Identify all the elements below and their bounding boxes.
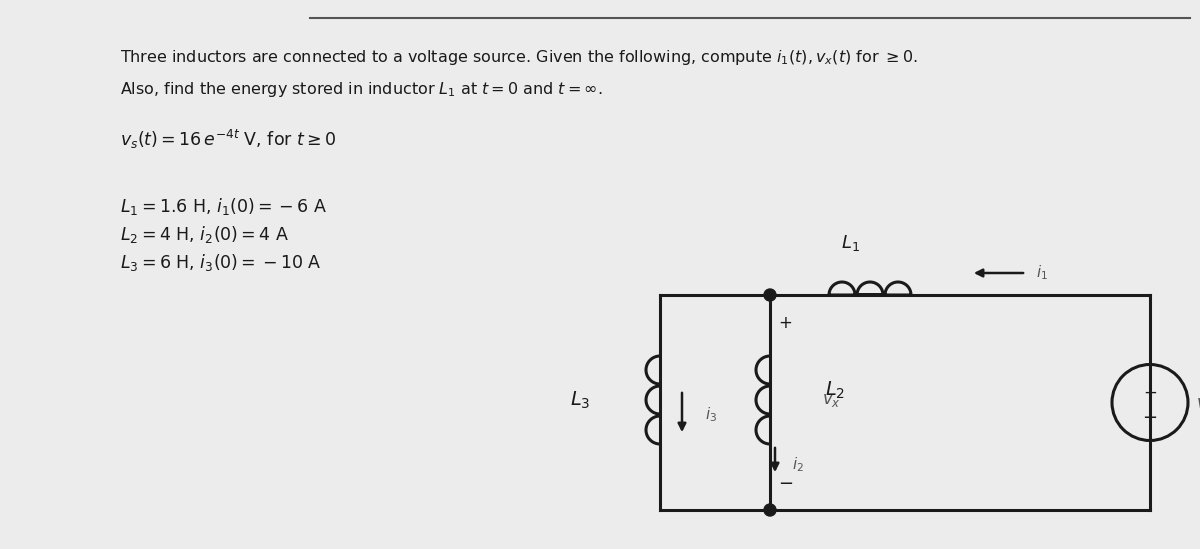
Text: $-$: $-$ [778,473,793,491]
Text: $L_3 = 6$ H, $i_3(0) = -10$ A: $L_3 = 6$ H, $i_3(0) = -10$ A [120,252,322,273]
Text: $L_1$: $L_1$ [840,233,859,253]
Text: $v_s(t)$: $v_s(t)$ [1196,392,1200,413]
Circle shape [764,504,776,516]
Text: $+$: $+$ [1142,384,1157,401]
Text: $L_2 = 4$ H, $i_2(0) = 4$ A: $L_2 = 4$ H, $i_2(0) = 4$ A [120,224,289,245]
Text: $-$: $-$ [1142,407,1158,425]
Text: $i_2$: $i_2$ [792,456,804,474]
Text: $L_2$: $L_2$ [826,379,845,401]
Text: $v_s(t) = 16\, e^{-4t}$ V, for $t \geq 0$: $v_s(t) = 16\, e^{-4t}$ V, for $t \geq 0… [120,128,336,151]
Text: $i_1$: $i_1$ [1036,264,1048,282]
Text: $i_3$: $i_3$ [706,406,718,424]
Text: $L_3$: $L_3$ [570,389,590,411]
Text: Also, find the energy stored in inductor $L_1$ at $t = 0$ and $t = \infty$.: Also, find the energy stored in inductor… [120,80,602,99]
Text: $+$: $+$ [778,314,792,332]
Text: $L_1 = 1.6$ H, $i_1(0) = -6$ A: $L_1 = 1.6$ H, $i_1(0) = -6$ A [120,196,328,217]
Text: $v_x$: $v_x$ [822,391,841,409]
Circle shape [764,289,776,301]
Text: Three inductors are connected to a voltage source. Given the following, compute : Three inductors are connected to a volta… [120,48,918,67]
